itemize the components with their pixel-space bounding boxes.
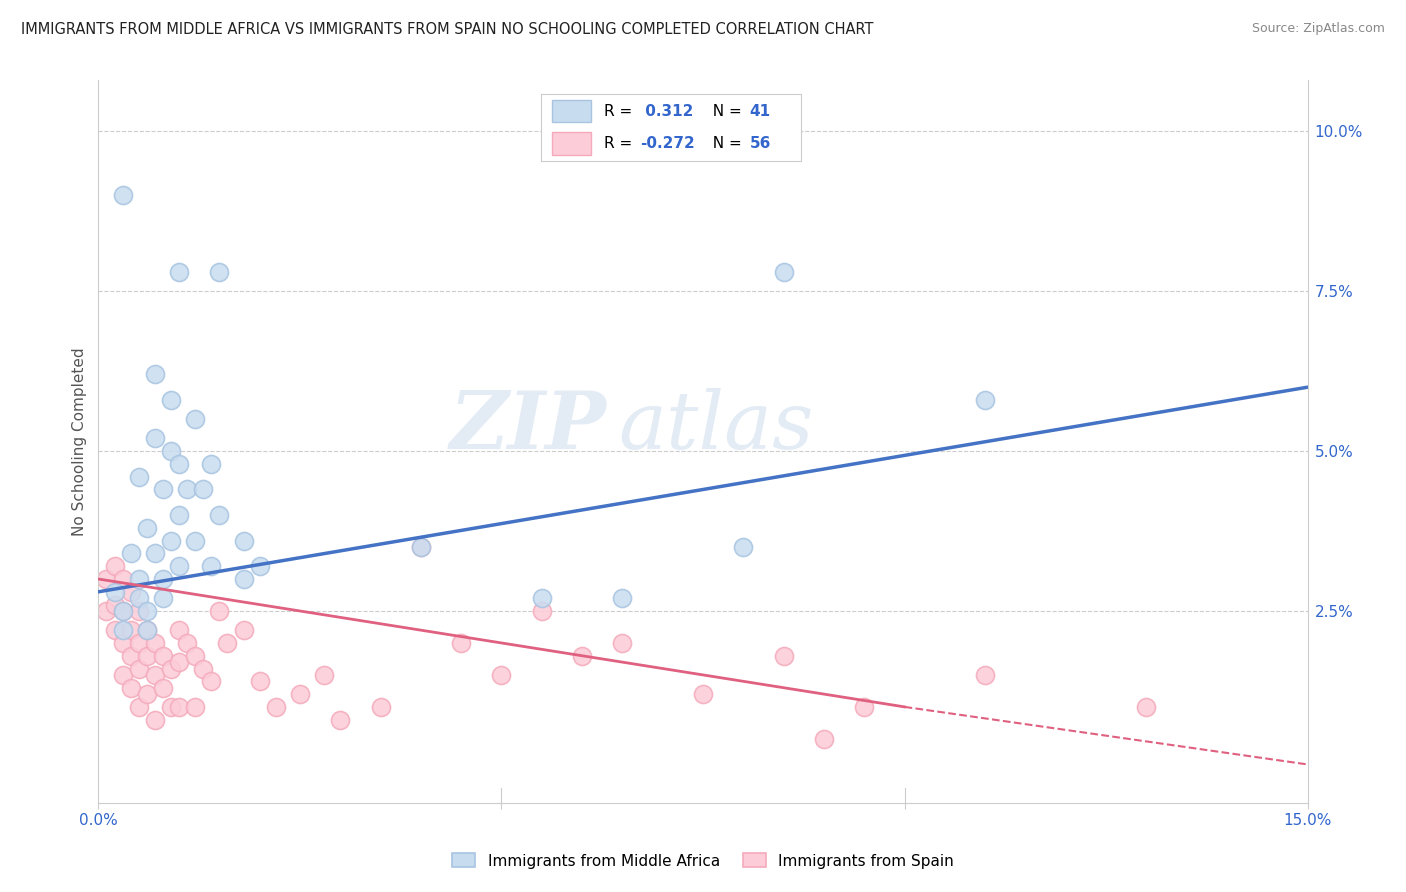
Text: ZIP: ZIP [450,388,606,466]
Text: N =: N = [703,136,747,151]
Legend: Immigrants from Middle Africa, Immigrants from Spain: Immigrants from Middle Africa, Immigrant… [446,847,960,875]
Text: -0.272: -0.272 [640,136,695,151]
Text: atlas: atlas [619,388,814,466]
Text: N =: N = [703,103,747,119]
Y-axis label: No Schooling Completed: No Schooling Completed [72,347,87,536]
Text: 41: 41 [749,103,770,119]
Text: 0.312: 0.312 [640,103,693,119]
FancyBboxPatch shape [551,100,591,122]
Text: Source: ZipAtlas.com: Source: ZipAtlas.com [1251,22,1385,36]
Text: R =: R = [603,103,637,119]
Text: IMMIGRANTS FROM MIDDLE AFRICA VS IMMIGRANTS FROM SPAIN NO SCHOOLING COMPLETED CO: IMMIGRANTS FROM MIDDLE AFRICA VS IMMIGRA… [21,22,873,37]
Text: R =: R = [603,136,637,151]
FancyBboxPatch shape [551,132,591,154]
Text: 56: 56 [749,136,770,151]
